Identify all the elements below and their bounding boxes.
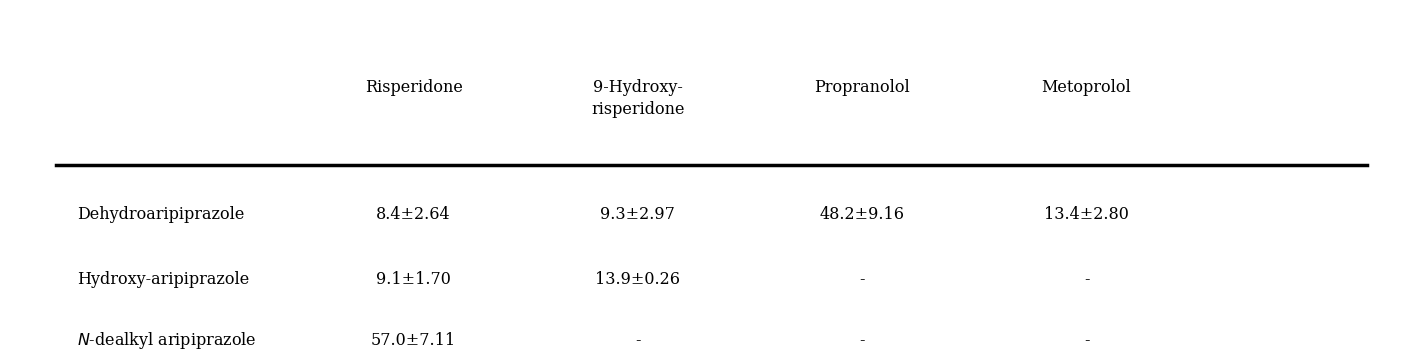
Text: 9.3±2.97: 9.3±2.97 [600, 206, 676, 223]
Text: -: - [1084, 332, 1089, 349]
Text: Hydroxy-aripiprazole: Hydroxy-aripiprazole [77, 271, 250, 288]
Text: $\it{N}$-dealkyl aripiprazole: $\it{N}$-dealkyl aripiprazole [77, 330, 257, 350]
Text: Propranolol: Propranolol [815, 79, 910, 96]
Text: -: - [859, 271, 865, 288]
Text: -: - [859, 332, 865, 349]
Text: -: - [1084, 271, 1089, 288]
Text: 13.9±0.26: 13.9±0.26 [596, 271, 680, 288]
Text: -: - [635, 332, 641, 349]
Text: Dehydroaripiprazole: Dehydroaripiprazole [77, 206, 244, 223]
Text: 13.4±2.80: 13.4±2.80 [1044, 206, 1129, 223]
Text: 48.2±9.16: 48.2±9.16 [820, 206, 904, 223]
Text: Metoprolol: Metoprolol [1042, 79, 1131, 96]
Text: 8.4±2.64: 8.4±2.64 [376, 206, 451, 223]
Text: 57.0±7.11: 57.0±7.11 [372, 332, 456, 349]
Text: 9-Hydroxy-
risperidone: 9-Hydroxy- risperidone [592, 79, 684, 118]
Text: Risperidone: Risperidone [365, 79, 463, 96]
Text: 9.1±1.70: 9.1±1.70 [376, 271, 451, 288]
